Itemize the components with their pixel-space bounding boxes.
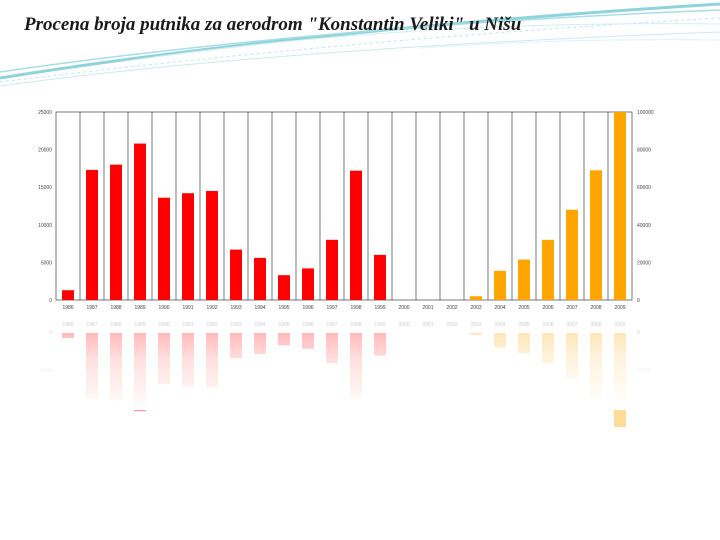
x-tick-label: 2001 (422, 305, 433, 311)
x-tick-label: 2009 (614, 305, 625, 311)
right-y-tick-label: 80000 (637, 148, 651, 154)
bar-1998 (350, 170, 362, 300)
bar-2007 (566, 209, 578, 300)
bar-1999 (374, 254, 386, 300)
x-tick-label: 1986 (62, 305, 73, 311)
left-y-tick-label: 0 (49, 298, 52, 304)
bar-1994 (254, 257, 266, 300)
right-y-tick-label: 0 (637, 298, 640, 304)
right-y-tick-label: 20000 (637, 260, 651, 266)
bar-1993 (230, 249, 242, 300)
x-tick-label: 2003 (470, 305, 481, 311)
reflection-fade (40, 320, 670, 410)
x-tick-label: 2007 (566, 305, 577, 311)
bar-2003 (470, 296, 482, 300)
x-tick-label: 2000 (398, 305, 409, 311)
chart-bars (62, 112, 626, 300)
x-tick-label: 1988 (110, 305, 121, 311)
x-tick-label: 2006 (542, 305, 553, 311)
x-tick-label: 1993 (230, 305, 241, 311)
x-tick-label: 1998 (350, 305, 361, 311)
x-tick-label: 2002 (446, 305, 457, 311)
x-tick-label: 1994 (254, 305, 265, 311)
x-tick-label: 1989 (134, 305, 145, 311)
x-tick-label: 2004 (494, 305, 505, 311)
x-tick-label: 1995 (278, 305, 289, 311)
bar-1997 (326, 239, 338, 300)
x-tick-label: 1997 (326, 305, 337, 311)
left-y-tick-label: 10000 (38, 223, 52, 229)
bar-2009 (614, 112, 626, 300)
x-tick-label: 1992 (206, 305, 217, 311)
right-y-tick-label: 100000 (637, 110, 654, 116)
left-y-tick-label: 15000 (38, 185, 52, 191)
bar-1995 (278, 275, 290, 300)
right-y-tick-label: 40000 (637, 223, 651, 229)
bar-1989 (134, 143, 146, 300)
left-y-tick-label: 25000 (38, 110, 52, 116)
x-tick-label: 2008 (590, 305, 601, 311)
bar-1992 (206, 190, 218, 300)
header-swoosh-decoration (0, 0, 720, 95)
bar-1991 (182, 193, 194, 300)
x-tick-label: 1999 (374, 305, 385, 311)
bar-1990 (158, 197, 170, 300)
left-y-tick-label: 20000 (38, 148, 52, 154)
bar-2004 (494, 270, 506, 300)
left-y-tick-label: 5000 (41, 260, 52, 266)
right-y-tick-label: 60000 (637, 185, 651, 191)
chart-grid (79, 112, 609, 300)
bar-2008 (590, 170, 602, 300)
bar-1987 (86, 169, 98, 300)
slide-title: Procena broja putnika za aerodrom "Konst… (24, 14, 522, 35)
bar-1996 (302, 268, 314, 300)
bar-2005 (518, 259, 530, 300)
x-tick-label: 1990 (158, 305, 169, 311)
bar-1986 (62, 290, 74, 300)
x-tick-label: 1996 (302, 305, 313, 311)
bar-2006 (542, 239, 554, 300)
bar-1988 (110, 164, 122, 300)
chart-axes: 1986 1987 1988 1989 1990 1991 1992 1993 1994 1995… (38, 110, 654, 311)
x-tick-label: 2005 (518, 305, 529, 311)
x-tick-label: 1991 (182, 305, 193, 311)
x-tick-label: 1987 (86, 305, 97, 311)
